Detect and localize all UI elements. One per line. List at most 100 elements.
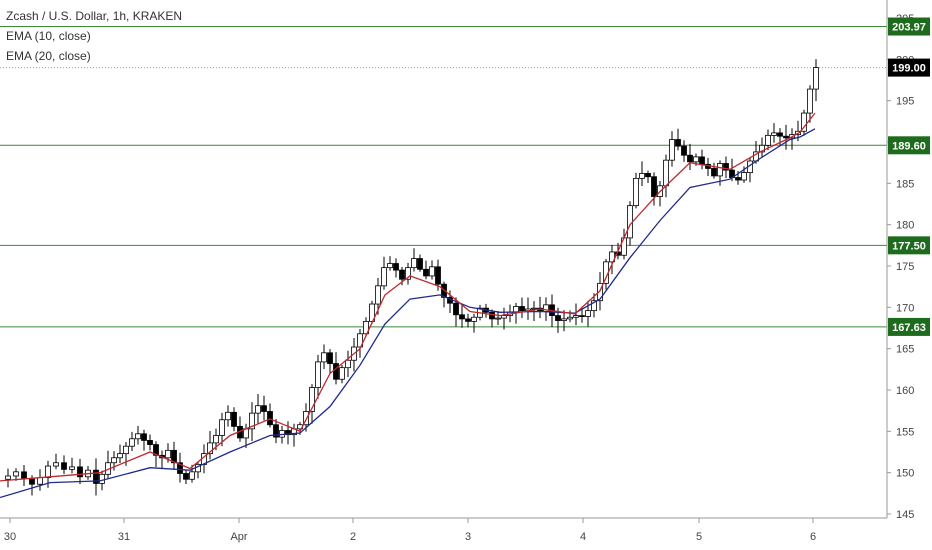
candle-up <box>765 134 771 146</box>
candle-up <box>213 435 219 444</box>
x-tick-label: 3 <box>465 531 471 543</box>
candle-down <box>735 177 741 181</box>
level-price-tag-text: 203.97 <box>892 22 926 34</box>
level-price-tag-text: 189.60 <box>892 140 926 152</box>
candle-up <box>471 316 477 322</box>
level-price-tag <box>888 17 930 36</box>
candle-up <box>219 419 225 436</box>
candle-down <box>777 132 783 137</box>
y-tick-label: 165 <box>896 344 914 356</box>
candle-down <box>77 466 83 478</box>
candle-up <box>345 359 351 369</box>
candle-down <box>687 154 693 163</box>
price-axis[interactable]: 145150155160165170175180185190195200205 <box>886 0 914 521</box>
x-tick-label: Apr <box>230 531 247 543</box>
candle-down <box>519 306 525 312</box>
candle-down <box>459 314 465 320</box>
candle-up <box>99 473 105 484</box>
level-price-tag-text: 167.63 <box>892 322 926 334</box>
candle-up <box>117 453 123 459</box>
candle-down <box>183 473 189 480</box>
candle-down <box>723 163 729 171</box>
candle-up <box>309 387 315 412</box>
candle-up <box>801 112 807 132</box>
candle-up <box>135 433 141 440</box>
candle-up <box>639 173 645 179</box>
candle-up <box>531 307 537 310</box>
candle-down <box>651 176 657 197</box>
legend-ema10[interactable]: EMA (10, close) <box>6 29 91 43</box>
candle-up <box>363 320 369 335</box>
candle-up <box>411 258 417 269</box>
x-tick-label: 5 <box>696 531 702 543</box>
ema20-line <box>0 128 816 499</box>
y-tick-label: 185 <box>896 178 914 190</box>
y-tick-label: 155 <box>896 426 914 438</box>
y-tick-label: 175 <box>896 261 914 273</box>
candle-up <box>813 67 819 90</box>
candle-down <box>399 269 405 280</box>
candle-down <box>711 168 717 177</box>
candle-up <box>381 267 387 287</box>
candle-up <box>375 285 381 305</box>
candle-down <box>423 268 429 277</box>
candle-up <box>129 438 135 447</box>
ema10-line <box>0 112 816 482</box>
candle-up <box>807 88 813 114</box>
candle-up <box>165 449 171 459</box>
y-tick-label: 145 <box>896 509 914 521</box>
candle-down <box>177 462 183 474</box>
candle-up <box>405 267 411 280</box>
candle-down <box>273 424 279 438</box>
candle-up <box>69 466 75 470</box>
candle-up <box>663 159 669 187</box>
candle-up <box>387 263 393 269</box>
candle-up <box>495 317 501 320</box>
candle-up <box>771 132 777 136</box>
y-tick-label: 170 <box>896 302 914 314</box>
level-price-tag-text: 177.50 <box>892 240 926 252</box>
legend-symbol[interactable]: Zcash / U.S. Dollar, 1h, KRAKEN <box>6 9 183 23</box>
candle-down <box>393 263 399 271</box>
candle-up <box>633 177 639 207</box>
x-tick-label: 31 <box>118 531 130 543</box>
candle-up <box>597 282 603 302</box>
time-axis[interactable]: 30 31 Apr 2 3 4 5 6 <box>0 517 887 543</box>
candle-up <box>669 139 675 161</box>
price-tags: 203.97 189.60 177.50 167.63 199.00 <box>888 17 930 336</box>
candle-down <box>93 469 99 484</box>
candle-up <box>627 205 633 239</box>
level-price-tag <box>888 236 930 255</box>
candle-down <box>675 139 681 147</box>
candle-up <box>5 475 11 480</box>
ema-lines <box>0 112 816 499</box>
candle-up <box>45 465 51 479</box>
candle-down <box>645 173 651 178</box>
candle-up <box>567 316 573 320</box>
candle-up <box>585 310 591 317</box>
candle-up <box>249 412 255 430</box>
candle-up <box>53 462 59 467</box>
candle-up <box>693 156 699 163</box>
candle-down <box>171 449 177 464</box>
y-tick-label: 150 <box>896 468 914 480</box>
candle-down <box>141 433 147 441</box>
candle-down <box>61 462 67 470</box>
candle-down <box>453 302 459 316</box>
candle-down <box>231 411 237 427</box>
candle-down <box>489 311 495 320</box>
x-tick-label: 6 <box>810 531 816 543</box>
candle-up <box>207 442 213 455</box>
candle-up <box>741 172 747 181</box>
chart-legend: Zcash / U.S. Dollar, 1h, KRAKEN EMA (10,… <box>6 6 182 66</box>
candle-up <box>13 471 19 477</box>
x-tick-label: 30 <box>4 531 16 543</box>
legend-ema20[interactable]: EMA (20, close) <box>6 49 91 63</box>
candle-down <box>267 411 273 426</box>
candle-down <box>333 363 339 380</box>
candle-up <box>189 471 195 480</box>
last-price-tag <box>888 58 930 77</box>
candle-down <box>465 318 471 322</box>
candle-down <box>417 258 423 270</box>
